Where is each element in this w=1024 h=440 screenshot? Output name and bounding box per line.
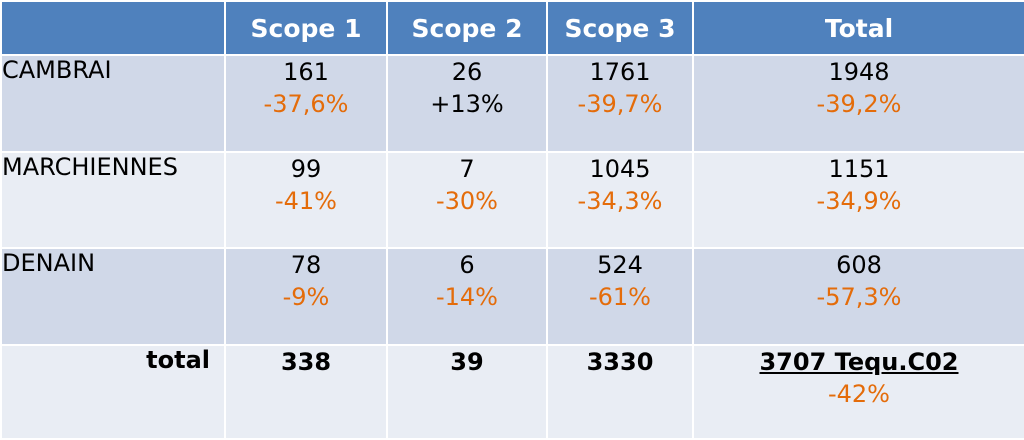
cell-scope-3: 1761 -39,7% <box>546 54 694 153</box>
row-label: MARCHIENNES <box>0 150 226 249</box>
cell-change: -9% <box>282 283 330 311</box>
cell-change: -14% <box>435 283 498 311</box>
cell-scope-1: 78 -9% <box>224 247 388 346</box>
cell-change: -39,2% <box>816 90 902 118</box>
cell-change: -39,7% <box>577 90 663 118</box>
header-corner <box>0 0 226 56</box>
row-label: DENAIN <box>0 247 226 346</box>
cell-change: -57,3% <box>816 283 902 311</box>
header-scope-1: Scope 1 <box>224 0 388 56</box>
cell-scope-1: 161 -37,6% <box>224 54 388 153</box>
row-label: CAMBRAI <box>0 54 226 153</box>
total-scope-2: 39 <box>386 343 548 440</box>
total-value: 3330 <box>586 347 654 376</box>
cell-value: 524 <box>597 251 643 279</box>
cell-total: 1151 -34,9% <box>692 150 1024 249</box>
grand-total-change: -42% <box>827 379 890 408</box>
header-total: Total <box>692 0 1024 56</box>
cell-scope-3: 524 -61% <box>546 247 694 346</box>
cell-scope-2: 6 -14% <box>386 247 548 346</box>
cell-value: 1948 <box>828 58 890 86</box>
header-scope-3: Scope 3 <box>546 0 694 56</box>
total-label: total <box>0 343 226 440</box>
grand-total: 3707 Tequ.C02 -42% <box>692 343 1024 440</box>
row-total: total 338 39 3330 3707 Tequ.C02 -42% <box>0 343 1024 440</box>
cell-value: 1761 <box>589 58 651 86</box>
cell-value: 78 <box>290 251 322 279</box>
cell-value: 7 <box>459 154 475 183</box>
cell-value: 1151 <box>828 154 890 183</box>
cell-value: 161 <box>283 58 329 86</box>
cell-scope-1: 99 -41% <box>224 150 388 249</box>
header-row: Scope 1 Scope 2 Scope 3 Total <box>0 0 1024 56</box>
cell-scope-2: 26 +13% <box>386 54 548 153</box>
cell-change: -41% <box>274 186 337 215</box>
total-value: 39 <box>450 347 484 376</box>
cell-change: -37,6% <box>263 90 349 118</box>
cell-value: 99 <box>290 154 322 183</box>
cell-total: 1948 -39,2% <box>692 54 1024 153</box>
row-cambrai: CAMBRAI 161 -37,6% 26 +13% 1761 -39,7% 1… <box>0 54 1024 153</box>
cell-change: +13% <box>430 90 504 118</box>
cell-value: 608 <box>836 251 882 279</box>
grand-total-value: 3707 Tequ.C02 <box>759 347 959 376</box>
cell-value: 1045 <box>589 154 651 183</box>
cell-change: -34,9% <box>816 186 902 215</box>
cell-total: 608 -57,3% <box>692 247 1024 346</box>
cell-value: 6 <box>459 251 475 279</box>
row-marchiennes: MARCHIENNES 99 -41% 7 -30% 1045 -34,3% 1… <box>0 150 1024 249</box>
total-value: 338 <box>280 347 332 376</box>
header-scope-2: Scope 2 <box>386 0 548 56</box>
cell-value: 26 <box>451 58 483 86</box>
cell-change: -30% <box>435 186 498 215</box>
cell-scope-2: 7 -30% <box>386 150 548 249</box>
total-scope-1: 338 <box>224 343 388 440</box>
row-denain: DENAIN 78 -9% 6 -14% 524 -61% 608 -57,3% <box>0 247 1024 346</box>
cell-change: -34,3% <box>577 186 663 215</box>
cell-scope-3: 1045 -34,3% <box>546 150 694 249</box>
total-scope-3: 3330 <box>546 343 694 440</box>
cell-change: -61% <box>588 283 651 311</box>
